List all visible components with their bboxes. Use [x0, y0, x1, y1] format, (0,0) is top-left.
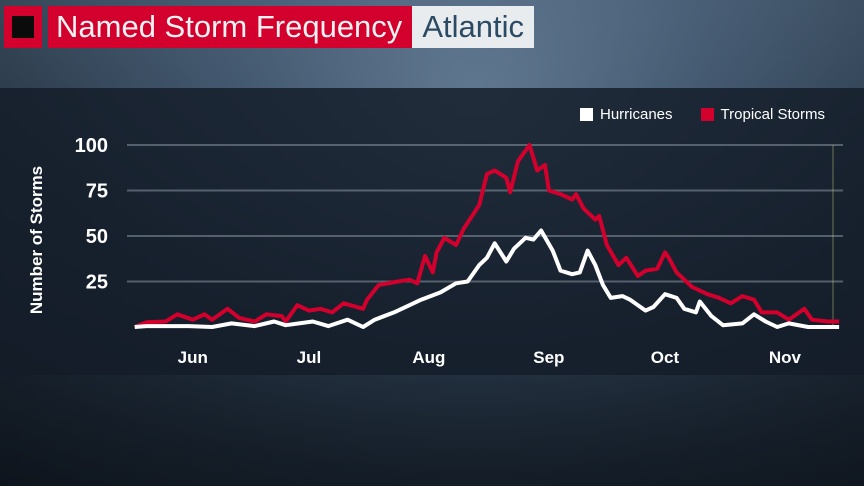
logo-box — [4, 6, 42, 48]
chart-title: Named Storm Frequency — [48, 6, 413, 48]
y-tick-label: 100 — [75, 135, 108, 157]
x-tick-label: Jun — [178, 348, 208, 367]
black-square-icon — [12, 16, 34, 38]
series-line-hurricanes — [134, 228, 840, 329]
x-tick-label: Jul — [297, 348, 322, 367]
title-bar: Named Storm Frequency Atlantic — [4, 6, 534, 48]
legend-label-hurricanes: Hurricanes — [600, 106, 673, 123]
legend: Hurricanes Tropical Storms — [580, 106, 825, 123]
y-tick-label: 75 — [86, 181, 108, 203]
legend-swatch-hurricanes — [580, 108, 593, 121]
legend-label-tropical-storms: Tropical Storms — [720, 106, 825, 123]
region-label: Atlantic — [412, 6, 534, 48]
x-tick-label: Sep — [533, 348, 564, 367]
x-tick-label: Aug — [412, 348, 445, 367]
x-tick-label: Nov — [769, 348, 802, 367]
legend-swatch-tropical-storms — [700, 108, 714, 121]
y-tick-label: 25 — [86, 272, 108, 294]
y-tick-label: 50 — [86, 226, 108, 248]
series-line-tropical-storms — [133, 143, 840, 329]
x-tick-label: Oct — [651, 348, 680, 367]
